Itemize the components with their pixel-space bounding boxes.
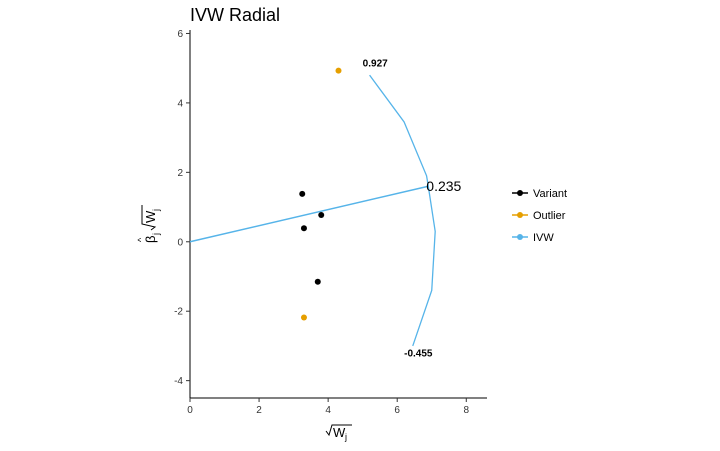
arc-annotation-label: 0.235 [426, 178, 461, 194]
ivw-radial-arc [369, 74, 436, 347]
chart-marks [189, 67, 436, 347]
y-tick-label: -4 [174, 376, 183, 387]
y-tick-label: 0 [177, 237, 183, 248]
svg-text:β: β [143, 236, 158, 243]
axes: 0 2 4 6 8 -4 -2 0 2 4 6 [174, 29, 487, 416]
svg-text:^: ^ [136, 237, 146, 242]
ivw-fit-line [189, 185, 429, 243]
variant-point [318, 212, 325, 219]
variant-point [299, 190, 306, 197]
chart-title: IVW Radial [190, 5, 280, 25]
legend-key-point-variant [517, 190, 523, 196]
arc-annotation-label: 0.927 [363, 58, 388, 69]
variant-point [314, 278, 321, 285]
y-tick-label: 6 [177, 29, 183, 40]
legend-key-point-outlier [517, 212, 523, 218]
x-tick-label: 4 [325, 405, 331, 416]
x-tick-label: 6 [394, 405, 400, 416]
outlier-point [335, 67, 342, 74]
svg-text:W: W [333, 425, 346, 440]
svg-text:W: W [143, 210, 158, 223]
legend-label-ivw: IVW [533, 232, 554, 244]
svg-text:j: j [344, 432, 347, 442]
svg-text:j: j [151, 233, 161, 236]
chart-annotations: 0.927 0.235 -0.455 [363, 58, 462, 359]
legend-label-outlier: Outlier [533, 210, 566, 222]
x-axis-label: W j [325, 424, 352, 442]
outlier-point [300, 314, 307, 321]
y-axis-label: β ^ j W j [136, 205, 161, 243]
legend-key-point-ivw [517, 234, 523, 240]
legend: Variant Outlier IVW [512, 188, 567, 244]
x-tick-label: 8 [463, 405, 469, 416]
x-tick-label: 0 [187, 405, 193, 416]
legend-label-variant: Variant [533, 188, 567, 200]
arc-annotation-label: -0.455 [404, 348, 433, 359]
y-tick-label: 2 [177, 168, 183, 179]
x-tick-label: 2 [256, 405, 262, 416]
variant-point [300, 225, 307, 232]
svg-text:j: j [151, 209, 161, 212]
y-tick-label: -2 [174, 307, 183, 318]
y-tick-label: 4 [177, 98, 183, 109]
